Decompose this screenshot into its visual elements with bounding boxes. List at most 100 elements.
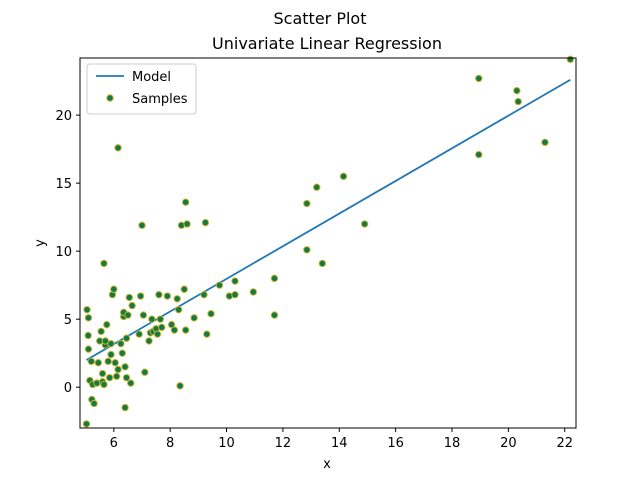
sample-point (141, 368, 149, 376)
x-tick-label: 8 (166, 436, 174, 451)
sample-point (203, 330, 211, 338)
sample-point (82, 420, 91, 428)
sample-point (181, 326, 190, 334)
sample-point (138, 221, 146, 230)
sample-point (155, 290, 163, 299)
legend-samples-label: Samples (132, 92, 188, 107)
sample-point (107, 339, 115, 348)
x-tick-label: 12 (275, 436, 292, 451)
y-tick-label: 0 (64, 381, 72, 396)
sample-point (107, 350, 115, 359)
sample-point (541, 138, 549, 147)
plot-background (80, 58, 576, 428)
sample-point (97, 327, 105, 336)
sample-point (114, 144, 122, 152)
sample-point (201, 218, 210, 227)
legend-model-label: Model (132, 70, 171, 85)
sample-point (112, 372, 121, 381)
x-tick-label: 18 (444, 436, 461, 451)
sample-point (114, 365, 122, 374)
y-tick-label: 5 (64, 313, 72, 328)
x-tick-label: 6 (110, 436, 118, 451)
sample-point (156, 315, 165, 323)
sample-point (118, 349, 126, 357)
sample-point (231, 290, 239, 299)
x-tick-label: 22 (556, 436, 573, 451)
sample-point (513, 86, 521, 95)
x-tick-label: 20 (500, 436, 517, 451)
sample-point (145, 337, 153, 345)
axes-frame (79, 57, 577, 429)
sample-point (360, 220, 369, 228)
sample-point (122, 373, 131, 382)
sample-point (84, 345, 93, 353)
sample-point (124, 311, 132, 319)
sample-point (153, 330, 162, 338)
sample-point (127, 379, 135, 387)
sample-point (313, 183, 321, 191)
sample-point (158, 323, 166, 332)
sample-point (180, 285, 188, 293)
legend: Model Samples (86, 63, 197, 115)
sample-point (270, 311, 279, 319)
sample-point (183, 220, 191, 228)
sample-point (90, 399, 98, 408)
sample-point (475, 150, 483, 159)
model-line (86, 78, 571, 361)
sample-point (270, 274, 279, 283)
sample-point (121, 403, 129, 412)
sample-point (111, 359, 119, 367)
sample-point (94, 359, 103, 367)
sample-point (110, 285, 118, 293)
sample-point (105, 373, 114, 382)
sample-point (163, 292, 172, 300)
sample-point (100, 380, 108, 389)
x-tick-label: 10 (218, 436, 235, 451)
sample-point (303, 199, 311, 208)
sample-point (104, 357, 112, 366)
sample-point (83, 305, 91, 314)
sample-point (139, 311, 148, 319)
sample-point (207, 310, 215, 318)
sample-point (231, 277, 239, 285)
sample-point (173, 295, 181, 303)
sample-point (215, 281, 224, 289)
y-axis-label: y (33, 239, 48, 247)
sample-point (566, 55, 575, 64)
sample-point (125, 293, 134, 302)
sample-point (176, 382, 184, 390)
sample-point (84, 331, 92, 340)
data-marks (82, 55, 575, 428)
sample-point (200, 290, 208, 299)
legend-samples-swatch (106, 94, 114, 102)
sample-point (249, 288, 258, 296)
sample-point (103, 320, 111, 329)
y-tick-label: 15 (55, 177, 72, 192)
y-tick-label: 10 (55, 245, 72, 260)
sample-point (170, 326, 179, 334)
sample-point (181, 198, 190, 206)
plot-area (80, 58, 576, 428)
y-tick-label: 20 (55, 109, 72, 124)
sample-point (100, 259, 108, 268)
sample-point (339, 172, 348, 181)
sample-point (122, 334, 131, 342)
sample-point (318, 259, 327, 268)
sample-point (87, 357, 95, 366)
sample-point (475, 74, 483, 83)
axes: 6 8 10 12 14 16 18 20 22 0 5 10 15 20 (55, 57, 577, 451)
sample-point (190, 314, 198, 322)
chart-suptitle: Scatter Plot (274, 9, 367, 28)
sample-point (84, 314, 93, 322)
x-tick-label: 14 (331, 436, 348, 451)
chart-title: Univariate Linear Regression (212, 34, 442, 53)
sample-point (148, 315, 156, 323)
sample-point (303, 246, 311, 254)
sample-point (117, 339, 125, 348)
x-axis-label: x (323, 457, 331, 472)
sample-point (121, 363, 129, 371)
x-tick-label: 16 (387, 436, 404, 451)
sample-point (174, 305, 183, 314)
sample-point (514, 97, 522, 106)
